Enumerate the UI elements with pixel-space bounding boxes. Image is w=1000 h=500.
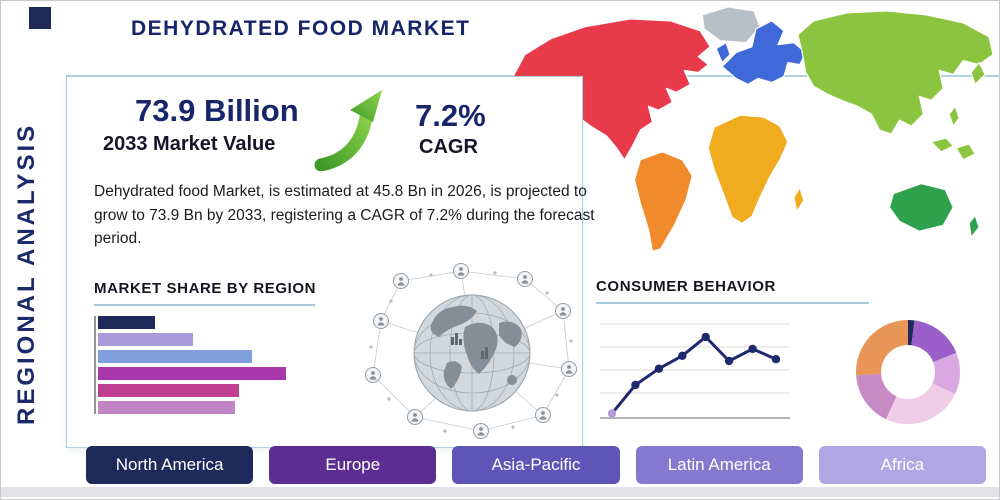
line-point-8: [771, 355, 781, 364]
line-point-5: [701, 332, 710, 342]
cagr-label: CAGR: [419, 136, 478, 158]
donut-slice-6: [855, 320, 908, 376]
cagr-value: 7.2%: [415, 98, 486, 133]
map-japan: [970, 61, 986, 85]
line-series: [607, 332, 781, 418]
market-description: Dehydrated food Market, is estimated at …: [94, 183, 595, 248]
donut-slice-2: [911, 320, 957, 363]
globe-building-icons: [451, 333, 488, 359]
corner-accent-square: [29, 7, 51, 29]
bottom-strip: [1, 487, 999, 497]
market-share-divider: [94, 304, 315, 306]
map-asia: [797, 10, 994, 135]
donut-slice-4: [885, 383, 956, 425]
market-share-bar-4: [98, 367, 286, 380]
map-uk: [715, 42, 731, 64]
consumer-behavior-title: CONSUMER BEHAVIOR: [596, 278, 776, 295]
map-new-zealand: [968, 214, 980, 238]
consumer-behavior-divider: [596, 302, 869, 304]
donut-slice-3: [932, 352, 960, 395]
market-share-bar-3: [98, 350, 252, 363]
market-share-bar-2: [98, 333, 193, 346]
market-share-bar-1: [98, 316, 155, 329]
globe-network-illustration: [365, 263, 577, 439]
market-share-bars: [94, 316, 286, 414]
page-title: DEHYDRATED FOOD MARKET: [131, 17, 471, 40]
line-path: [610, 335, 778, 415]
market-share-title: MARKET SHARE BY REGION: [94, 280, 317, 297]
globe-sphere: [413, 294, 531, 412]
line-point-4: [678, 351, 687, 360]
market-value-label: 2033 Market Value: [103, 133, 276, 155]
donut-slice-5: [856, 373, 897, 420]
map-indonesia-west: [930, 137, 954, 153]
line-point-2: [631, 380, 640, 390]
line-grid: [600, 323, 790, 419]
growth-arrow-icon: [311, 85, 387, 171]
line-point-3: [654, 364, 664, 373]
world-map: [510, 6, 994, 252]
map-australia: [888, 183, 954, 232]
region-button-europe[interactable]: Europe: [269, 446, 437, 484]
map-philippines: [948, 105, 960, 127]
donut-slices: [855, 319, 960, 425]
region-donut-chart: [855, 319, 960, 425]
globe-network-dots: [369, 271, 573, 433]
market-share-bar-6: [98, 401, 235, 414]
side-label: REGIONAL ANALYSIS: [13, 122, 40, 425]
region-button-north-america[interactable]: North America: [86, 446, 254, 484]
consumer-behavior-chart: [600, 323, 790, 419]
region-button-asia-pacific[interactable]: Asia-Pacific: [452, 446, 620, 484]
map-africa: [707, 114, 789, 224]
summary-card: 73.9 Billion 2033 Market Value 7.2% CAGR…: [66, 76, 595, 448]
map-north-america: [510, 18, 711, 161]
region-button-africa[interactable]: Africa: [818, 446, 987, 484]
map-indonesia-east: [955, 143, 976, 161]
region-buttons: North America Europe Asia-Pacific Latin Ame…: [86, 446, 987, 484]
line-point-7: [748, 344, 757, 354]
market-value: 73.9 Billion: [135, 93, 299, 128]
region-button-latin-america[interactable]: Latin America: [635, 446, 803, 484]
map-madagascar: [793, 187, 805, 213]
line-point-6: [724, 356, 734, 366]
globe-continents: [430, 305, 522, 389]
donut-slice-1: [908, 319, 915, 346]
map-south-america: [633, 151, 693, 252]
line-point-1: [607, 409, 617, 418]
map-greenland: [701, 6, 761, 44]
market-share-bar-5: [98, 384, 239, 397]
